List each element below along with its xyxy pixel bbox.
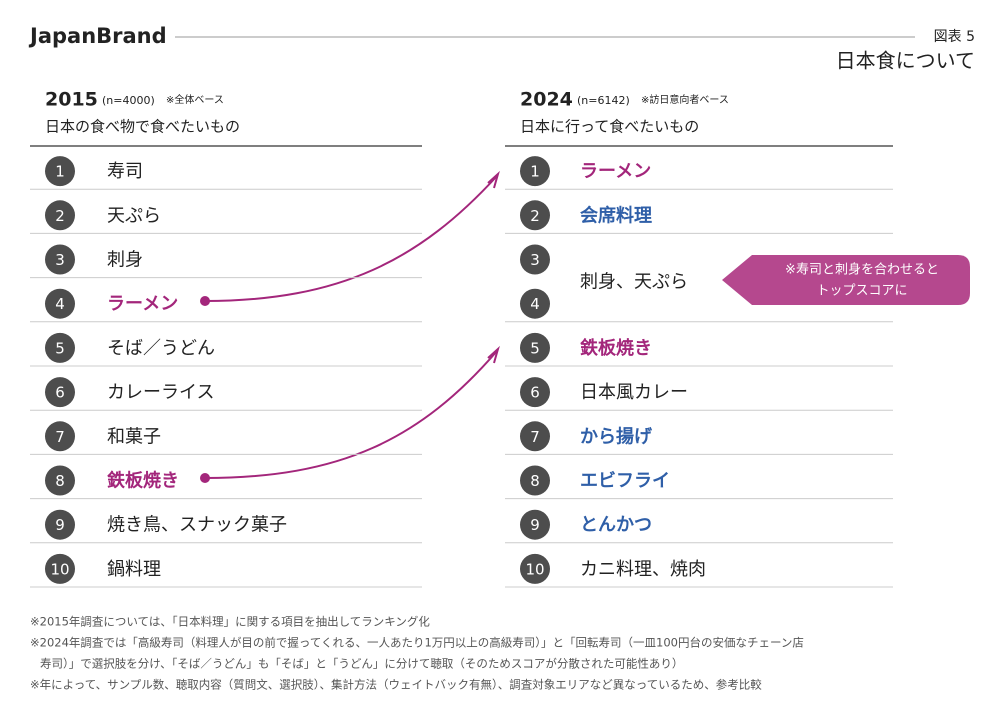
rank-badge [520, 377, 550, 408]
rank-badge [520, 509, 550, 540]
rank-number: 9 [55, 516, 65, 534]
rank-number: 6 [55, 384, 65, 402]
rank-number: 1 [530, 163, 540, 181]
item-label: 日本風カレー [580, 382, 688, 403]
rank-number: 7 [55, 428, 65, 446]
rank-number: 2 [530, 207, 540, 225]
item-label: カニ料理、焼肉 [580, 559, 706, 580]
arrow-dot [200, 473, 210, 483]
item-label: 天ぷら [107, 205, 161, 226]
rank-number: 3 [530, 251, 540, 269]
item-label: カレーライス [107, 382, 214, 403]
item-label: 刺身、天ぷら [580, 272, 688, 293]
item-label: とんかつ [580, 515, 652, 536]
item-label: ラーメン [580, 161, 651, 182]
rank-number: 8 [55, 472, 65, 490]
rank-badge [45, 288, 75, 319]
item-label: 会席料理 [580, 204, 652, 226]
rank-number: 8 [530, 472, 540, 490]
arrow-head [487, 345, 500, 364]
rank-badge [45, 421, 75, 452]
rank-badge [45, 377, 75, 408]
item-label: ラーメン [107, 294, 178, 315]
rank-number: 7 [530, 428, 540, 446]
base-note: ※全体ベース [166, 93, 224, 106]
item-label: 刺身 [107, 250, 143, 271]
footnote: ※年によって、サンプル数、聴取内容（質問文、選択肢）、集計方法（ウェイトバック有… [30, 678, 762, 692]
item-label: 焼き鳥、スナック菓子 [107, 515, 287, 536]
page-title: 日本食について [836, 49, 975, 73]
rank-badge [520, 553, 550, 584]
callout-text: ※寿司と刺身を合わせると [785, 262, 939, 278]
rank-badge [45, 465, 75, 496]
arrow [204, 350, 498, 479]
year: 2015 [45, 89, 98, 111]
item-label: 鉄板焼き [107, 470, 179, 492]
rank-badge [45, 553, 75, 584]
rank-badge [45, 156, 75, 187]
sample-size: (n=4000) [102, 94, 155, 107]
item-label: から揚げ [580, 426, 653, 447]
brand: JapanBrand [28, 24, 167, 48]
item-label: そば／うどん [107, 338, 215, 359]
callout [722, 255, 970, 305]
rank-number: 4 [55, 295, 65, 313]
rank-badge [520, 288, 550, 319]
subtitle: 日本の食べ物で食べたいもの [45, 118, 240, 136]
rank-badge [520, 421, 550, 452]
rank-number: 9 [530, 516, 540, 534]
rank-number: 5 [55, 339, 65, 357]
item-label: エビフライ [580, 471, 670, 492]
rank-number: 4 [530, 295, 540, 313]
rank-badge [520, 465, 550, 496]
rank-badge [45, 509, 75, 540]
rank-number: 3 [55, 251, 65, 269]
callout-text: トップスコアに [816, 284, 907, 299]
rank-badge [520, 244, 550, 275]
footnote: ※2024年調査では「高級寿司（料理人が目の前で握ってくれる、一人あたり1万円以… [30, 636, 804, 650]
item-label: 鍋料理 [107, 559, 161, 580]
arrow [204, 175, 498, 302]
rank-number: 10 [525, 560, 544, 578]
year: 2024 [520, 89, 573, 111]
footnote: ※2015年調査については、「日本料理」に関する項目を抽出してランキング化 [30, 615, 430, 629]
rank-badge [45, 332, 75, 363]
rank-badge [45, 200, 75, 231]
figure-label: 図表 5 [934, 29, 975, 45]
arrow-head [487, 170, 500, 189]
rank-badge [520, 332, 550, 363]
rank-badge [520, 156, 550, 187]
rank-badge [45, 244, 75, 275]
rank-number: 1 [55, 163, 65, 181]
rank-number: 2 [55, 207, 65, 225]
rank-badge [520, 200, 550, 231]
footnote: 寿司）」で選択肢を分け、「そば／うどん」も「そば」と「うどん」に分けて聴取（その… [40, 657, 683, 671]
base-note: ※訪日意向者ベース [641, 93, 729, 106]
rank-number: 6 [530, 384, 540, 402]
item-label: 鉄板焼き [580, 337, 652, 359]
arrow-dot [200, 296, 210, 306]
item-label: 和菓子 [107, 426, 161, 447]
rank-number: 10 [50, 560, 69, 578]
item-label: 寿司 [107, 161, 143, 182]
subtitle: 日本に行って食べたいもの [520, 118, 699, 136]
sample-size: (n=6142) [577, 94, 630, 107]
rank-number: 5 [530, 339, 540, 357]
